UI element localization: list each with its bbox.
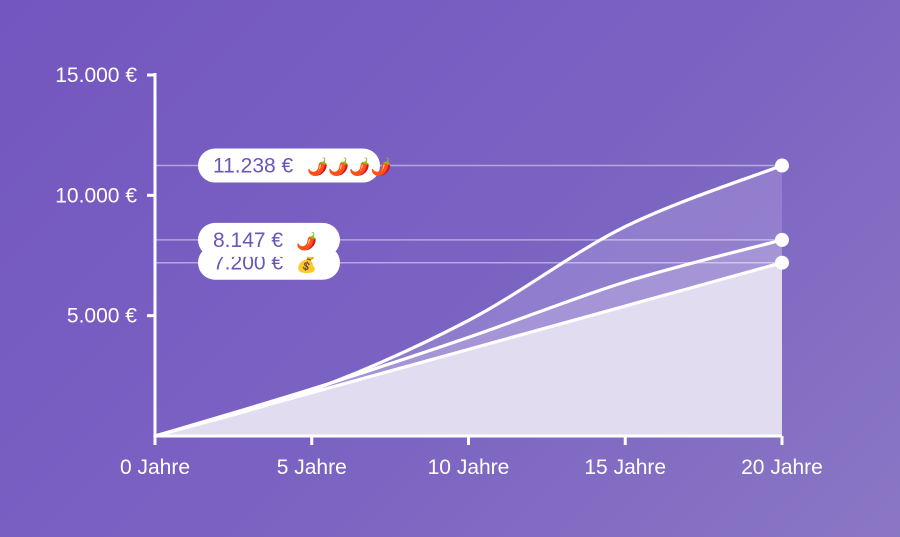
x-tick-label: 15 Jahre	[584, 456, 666, 479]
endpoint-dot-3	[775, 158, 789, 173]
value-pill-label: 7.200 €	[213, 252, 283, 275]
value-pill-3	[198, 148, 380, 183]
y-tick-label: 5.000 €	[67, 305, 137, 328]
chili-pepper-icon: 🌶️	[296, 231, 317, 252]
chili-peppers-icon: 🌶️🌶️🌶️🌶️	[307, 157, 392, 178]
value-pill-label: 11.238 €	[213, 155, 294, 178]
value-pill-label: 8.147 €	[213, 229, 283, 252]
endpoint-dot-2	[775, 232, 789, 247]
series-line-3	[153, 163, 784, 438]
x-tick-label: 5 Jahre	[277, 456, 347, 479]
y-tick-label: 10.000 €	[55, 184, 137, 207]
area-band-3	[155, 165, 782, 436]
x-tick-label: 10 Jahre	[428, 456, 510, 479]
x-tick-label: 20 Jahre	[741, 456, 823, 479]
endpoint-dot-1	[775, 255, 789, 270]
series-line-2	[153, 238, 784, 438]
x-tick-label: 0 Jahre	[120, 456, 190, 479]
value-pill-2	[198, 222, 340, 257]
money-bag-icon: 💰	[296, 254, 317, 275]
y-tick-label: 15.000 €	[55, 64, 137, 87]
